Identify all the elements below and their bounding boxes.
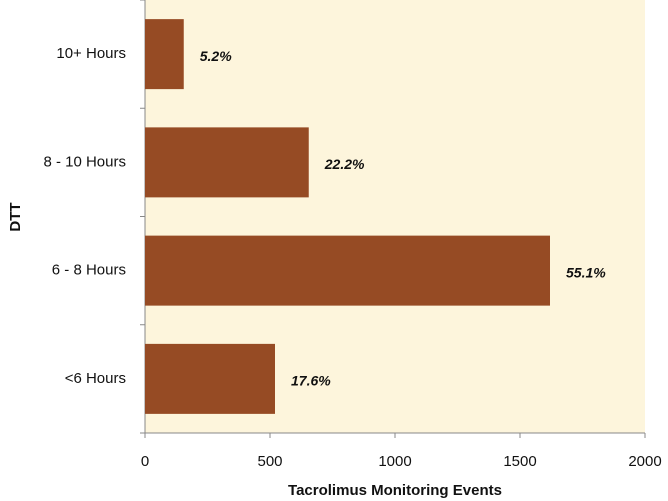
bar xyxy=(145,343,275,414)
bar xyxy=(145,235,550,306)
x-tick-label: 1000 xyxy=(378,453,411,470)
y-tick-label: 6 - 8 Hours xyxy=(52,262,126,279)
x-tick-label: 2000 xyxy=(628,453,661,470)
y-axis-title: DTT xyxy=(7,202,24,231)
x-axis-title: Tacrolimus Monitoring Events xyxy=(288,482,502,499)
bar xyxy=(145,19,184,90)
y-tick-label: 10+ Hours xyxy=(56,45,126,62)
x-tick-label: 0 xyxy=(141,453,149,470)
value-label: 5.2% xyxy=(200,48,232,64)
value-label: 22.2% xyxy=(324,156,365,172)
y-tick-label: <6 Hours xyxy=(65,370,126,387)
x-tick-label: 500 xyxy=(257,453,282,470)
value-label: 55.1% xyxy=(566,264,606,280)
y-tick-label: 8 - 10 Hours xyxy=(43,153,126,170)
bar xyxy=(145,127,309,198)
value-label: 17.6% xyxy=(291,373,331,389)
x-tick-label: 1500 xyxy=(503,453,536,470)
